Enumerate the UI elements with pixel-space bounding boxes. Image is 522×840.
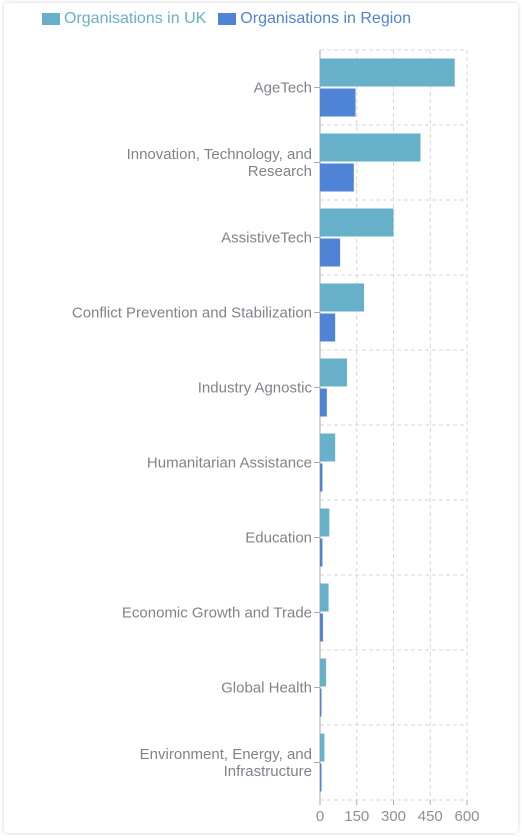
x-tick-label: 0 xyxy=(316,808,324,825)
category-label-line: Conflict Prevention and Stabilization xyxy=(72,305,312,322)
bar-region xyxy=(320,388,327,417)
category-label: AssistiveTech xyxy=(221,230,312,247)
category-label: Environment, Energy, and Infrastructure xyxy=(140,746,312,780)
bar-uk xyxy=(320,358,347,387)
category-label-line: Industry Agnostic xyxy=(198,380,313,397)
bar-uk xyxy=(320,208,394,237)
chart-card xyxy=(4,3,518,833)
category-label-line: AgeTech xyxy=(254,80,312,97)
category-label: Global Health xyxy=(221,680,312,697)
category-label-line: Global Health xyxy=(221,680,312,697)
category-label: Humanitarian Assistance xyxy=(147,455,312,472)
bar-region xyxy=(320,313,336,342)
bar-uk xyxy=(320,283,365,312)
category-label-line: AssistiveTech xyxy=(221,230,312,247)
bar-uk xyxy=(320,658,327,687)
legend-swatch-region xyxy=(218,13,237,25)
bar-region xyxy=(320,763,322,792)
category-label-line: Education xyxy=(245,530,312,547)
bar-uk xyxy=(320,733,325,762)
category-label-line: Economic Growth and Trade xyxy=(122,605,312,622)
x-tick-label: 300 xyxy=(381,808,406,825)
bar-region xyxy=(320,163,354,192)
category-label-line: Humanitarian Assistance xyxy=(147,455,312,472)
legend-item-uk[interactable]: Organisations in UK xyxy=(42,10,206,28)
bar-uk xyxy=(320,133,421,162)
legend-label-region: Organisations in Region xyxy=(240,10,412,27)
bar-region xyxy=(320,238,341,267)
bar-uk xyxy=(320,58,455,87)
x-tick-label: 450 xyxy=(418,808,443,825)
category-label-line: Innovation, Technology, and xyxy=(127,146,312,163)
bar-region xyxy=(320,613,323,642)
category-label: AgeTech xyxy=(254,80,312,97)
bar-uk xyxy=(320,433,336,462)
bar-uk xyxy=(320,508,330,537)
bar-region xyxy=(320,463,323,492)
category-label: Education xyxy=(245,530,312,547)
legend-label-uk: Organisations in UK xyxy=(64,10,207,27)
bar-region xyxy=(320,688,322,717)
x-tick-label: 600 xyxy=(454,808,479,825)
category-label-line: Infrastructure xyxy=(224,763,312,780)
category-label: Innovation, Technology, and Research xyxy=(127,146,312,180)
bar-region xyxy=(320,88,356,117)
legend-swatch-uk xyxy=(42,13,60,25)
category-label: Economic Growth and Trade xyxy=(122,605,312,622)
legend-item-region[interactable]: Organisations in Region xyxy=(218,10,411,28)
bar-uk xyxy=(320,583,329,612)
category-label-line: Environment, Energy, and xyxy=(140,746,312,763)
category-label-line: Research xyxy=(248,163,312,180)
x-tick-label: 150 xyxy=(344,808,369,825)
bar-region xyxy=(320,538,323,567)
category-label: Industry Agnostic xyxy=(198,380,313,397)
category-label: Conflict Prevention and Stabilization xyxy=(72,305,312,322)
chart-legend: Organisations in UK Organisations in Reg… xyxy=(42,8,411,30)
